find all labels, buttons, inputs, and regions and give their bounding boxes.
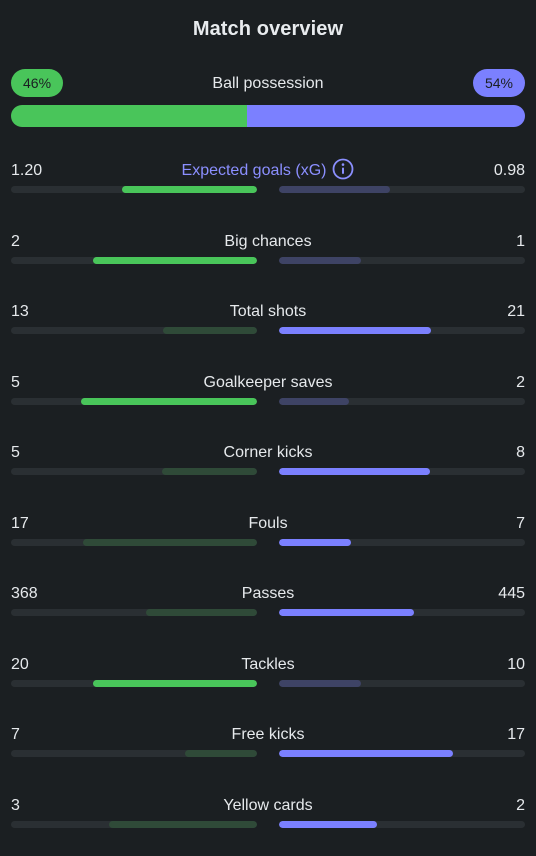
- stat-label-wrap: Total shots: [11, 302, 525, 322]
- away-bar-track: [279, 680, 525, 687]
- stat-label: Goalkeeper saves: [203, 374, 333, 391]
- ball-possession-section: 46% Ball possession 54%: [11, 69, 525, 127]
- away-bar-track: [279, 821, 525, 828]
- stat-label: Big chances: [224, 233, 312, 250]
- home-possession-badge: 46%: [11, 69, 64, 97]
- home-bar-fill: [163, 327, 257, 334]
- home-bar-fill: [93, 257, 257, 264]
- away-possession-badge: 54%: [472, 69, 525, 97]
- home-value: 5: [11, 444, 20, 461]
- away-bar-track: [279, 257, 525, 264]
- stat-row-total-shots: 13 Total shots 21: [11, 302, 525, 342]
- away-bar-fill: [279, 398, 349, 405]
- away-bar-track: [279, 609, 525, 616]
- stat-label: Passes: [241, 585, 295, 602]
- stat-label: Free kicks: [231, 726, 305, 743]
- stat-label[interactable]: Expected goals (xG): [181, 162, 327, 179]
- home-bar-fill: [185, 750, 257, 757]
- stat-row-corner-kicks: 5 Corner kicks 8: [11, 443, 525, 483]
- stat-label-wrap: Passes: [11, 584, 525, 604]
- home-bar-fill: [122, 186, 257, 193]
- home-bar-track: [11, 327, 257, 334]
- away-possession-fill: [247, 105, 525, 127]
- home-bar-track: [11, 186, 257, 193]
- stat-row-free-kicks: 7 Free kicks 17: [11, 725, 525, 765]
- possession-bar: [11, 105, 525, 127]
- home-possession-fill: [11, 105, 247, 127]
- stat-row-big-chances: 2 Big chances 1: [11, 232, 525, 272]
- away-bar-fill: [279, 680, 361, 687]
- home-value: 3: [11, 797, 20, 814]
- away-bar-fill: [279, 821, 377, 828]
- home-bar-track: [11, 680, 257, 687]
- away-bar-fill: [279, 257, 361, 264]
- home-bar-fill: [81, 398, 257, 405]
- away-bar-fill: [279, 327, 431, 334]
- away-bar-track: [279, 750, 525, 757]
- home-bar-track: [11, 398, 257, 405]
- stat-label-wrap: Goalkeeper saves: [11, 373, 525, 393]
- home-bar-track: [11, 821, 257, 828]
- stat-label: Fouls: [248, 515, 288, 532]
- home-bar-track: [11, 609, 257, 616]
- home-bar-track: [11, 468, 257, 475]
- stat-row-goalkeeper-saves: 5 Goalkeeper saves 2: [11, 373, 525, 413]
- home-bar-fill: [162, 468, 257, 475]
- home-bar-fill: [93, 680, 257, 687]
- stat-row-yellow-cards: 3 Yellow cards 2: [11, 796, 525, 836]
- stat-label-wrap: Fouls: [11, 514, 525, 534]
- away-value: 17: [507, 726, 525, 743]
- away-bar-fill: [279, 609, 414, 616]
- stat-label-wrap: Yellow cards: [11, 796, 525, 816]
- stat-label-wrap: Expected goals (xG): [11, 158, 525, 181]
- away-value: 7: [516, 515, 525, 532]
- away-bar-track: [279, 539, 525, 546]
- home-value: 2: [11, 233, 20, 250]
- stat-label-wrap: Tackles: [11, 655, 525, 675]
- home-bar-track: [11, 257, 257, 264]
- home-bar-track: [11, 539, 257, 546]
- away-value: 8: [516, 444, 525, 461]
- away-bar-fill: [279, 468, 430, 475]
- stat-label: Yellow cards: [223, 797, 313, 814]
- away-bar-fill: [279, 750, 453, 757]
- home-value: 17: [11, 515, 29, 532]
- stat-label-wrap: Free kicks: [11, 725, 525, 745]
- home-value: 13: [11, 303, 29, 320]
- stat-label: Corner kicks: [223, 444, 313, 461]
- away-value: 445: [498, 585, 525, 602]
- stat-label-wrap: Corner kicks: [11, 443, 525, 463]
- home-bar-fill: [83, 539, 257, 546]
- home-value: 7: [11, 726, 20, 743]
- home-bar-track: [11, 750, 257, 757]
- ball-possession-label: Ball possession: [212, 75, 324, 92]
- stat-label: Total shots: [229, 303, 307, 320]
- stat-row-tackles: 20 Tackles 10: [11, 655, 525, 695]
- away-value: 2: [516, 797, 525, 814]
- away-bar-track: [279, 468, 525, 475]
- home-value: 20: [11, 656, 29, 673]
- home-value: 5: [11, 374, 20, 391]
- stat-row-passes: 368 Passes 445: [11, 584, 525, 624]
- away-value: 2: [516, 374, 525, 391]
- home-value: 368: [11, 585, 38, 602]
- stat-row-fouls: 17 Fouls 7: [11, 514, 525, 554]
- away-bar-fill: [279, 186, 390, 193]
- home-value: 1.20: [11, 162, 43, 179]
- away-bar-track: [279, 327, 525, 334]
- away-value: 21: [507, 303, 525, 320]
- away-value: 0.98: [493, 162, 525, 179]
- home-bar-fill: [146, 609, 257, 616]
- away-value: 1: [516, 233, 525, 250]
- page-title: Match overview: [192, 18, 344, 40]
- away-bar-track: [279, 186, 525, 193]
- stat-row-expected-goals-xg: 1.20 Expected goals (xG) 0.98: [11, 158, 525, 201]
- stat-label: Tackles: [241, 656, 295, 673]
- away-bar-fill: [279, 539, 351, 546]
- away-bar-track: [279, 398, 525, 405]
- home-bar-fill: [109, 821, 257, 828]
- stat-label-wrap: Big chances: [11, 232, 525, 252]
- away-value: 10: [507, 656, 525, 673]
- info-icon[interactable]: [332, 158, 354, 180]
